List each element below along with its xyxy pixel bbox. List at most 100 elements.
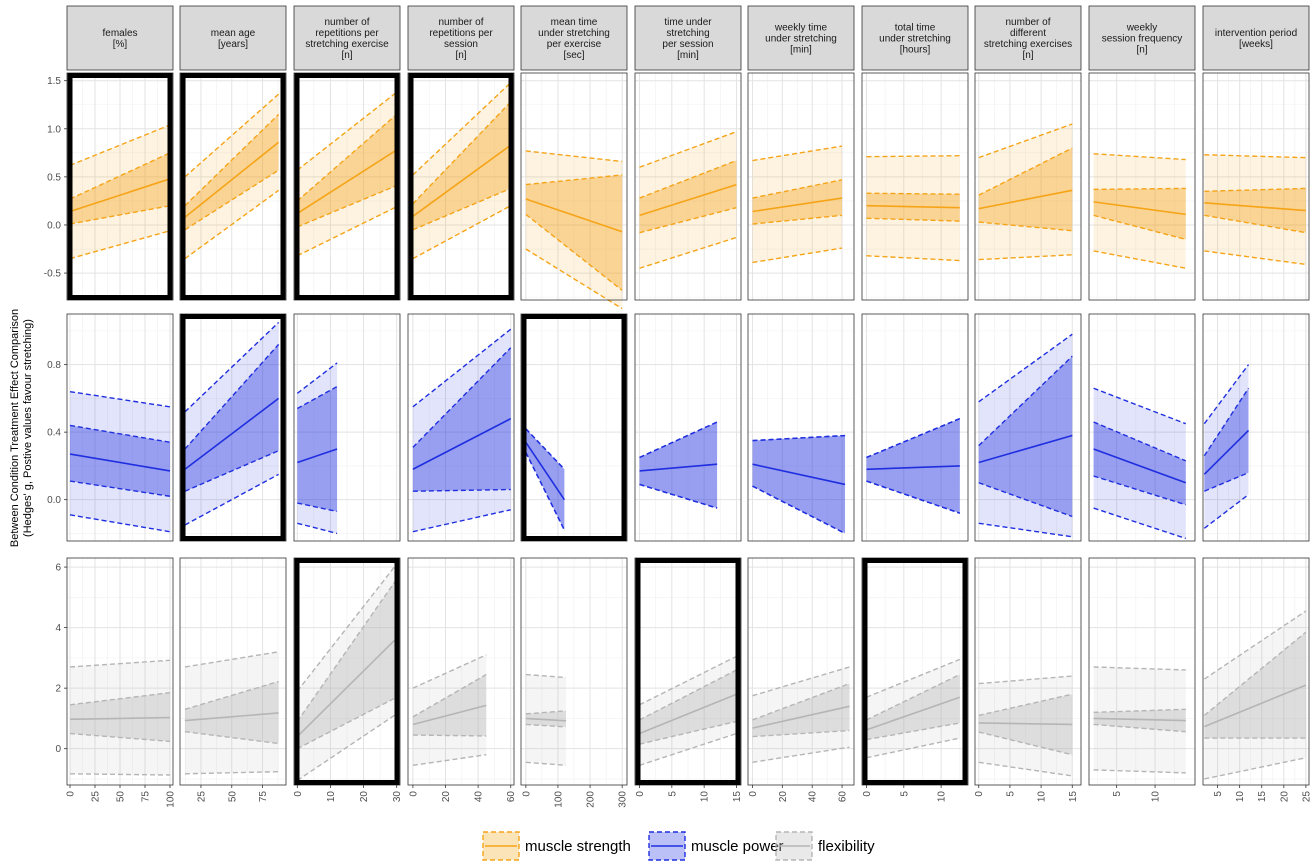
prediction-upper-line [1203,364,1250,425]
x-axis-col-0: 0 25 50 75 100 [66,785,177,808]
y-axis-layer: -0.5 0.0 0.5 1.0 1.5 0.0 0.4 0.8 0 2 4 6 [44,76,67,755]
confidence-lower-line [184,169,279,231]
prediction-interval-band [866,659,960,758]
grid [180,314,286,541]
prediction-upper-line [525,150,623,163]
prediction-lower-line [525,761,567,767]
confidence-lower-line [978,731,1073,756]
panel-border [1202,313,1310,542]
panel-r1-c2 [293,313,401,542]
x-tick-label: 60 [838,791,849,803]
strip-label: under stretching [765,34,837,45]
panel-background [180,73,286,300]
regression-line [69,178,171,213]
x-tick-label: 5 [1213,791,1224,797]
prediction-lower-line [69,514,171,533]
confidence-upper-line [752,179,843,199]
prediction-lower-line [412,205,512,260]
prediction-interval-band [752,435,846,534]
panel-border [861,72,969,301]
regression-line [866,696,961,731]
x-tick-label: 0 [748,791,759,797]
strip-label: [years] [218,39,248,50]
panel-border [520,557,628,786]
grid [67,558,173,785]
prediction-interval-band [1093,153,1186,269]
prediction-interval-band [184,651,279,774]
x-tick-label: 25 [196,791,207,803]
strip-label: under stretching [538,28,610,39]
panel-r0-c7 [861,72,969,301]
regression-line [866,465,960,471]
x-axis-col-3: 0 20 40 60 [408,785,517,802]
confidence-interval-band [978,148,1073,231]
prediction-upper-line [296,362,338,394]
panel-border [747,72,855,301]
confidence-lower-line [297,184,397,228]
confidence-interval-band [70,152,170,225]
panel-r0-c3 [407,72,515,301]
confidence-upper-line [1093,187,1186,191]
prediction-upper-line [184,93,280,178]
prediction-interval-band [412,654,487,766]
regression-line [184,141,280,218]
panel-background [748,558,854,785]
prediction-upper-line [296,563,398,692]
strip-0: females[%] [66,5,174,71]
prediction-lower-line [752,746,850,763]
panel-border [747,313,855,542]
strip-label: [hours] [900,45,931,56]
x-tick-label: 0 [66,791,77,797]
prediction-lower-line [639,732,737,766]
strip-label: weekly [1126,23,1158,34]
panel-background [748,314,854,541]
confidence-upper-line [296,113,398,202]
panel-r1-c9 [1088,313,1196,542]
regression-line [752,197,843,213]
legend-label: muscle power [691,838,784,855]
panel-r2-c9 [1088,557,1196,786]
x-tick-label: 30 [392,791,403,803]
strip-label: total time [895,23,936,34]
confidence-upper-line [1203,387,1250,457]
panel-background [748,73,854,300]
x-tick-label: 10 [700,791,711,803]
confidence-upper-line [525,710,567,715]
prediction-interval-band [978,676,1073,776]
grid [1203,314,1309,541]
significance-highlight-frame [635,558,741,785]
confidence-interval-band [297,386,338,512]
strip-label: different [1010,28,1046,39]
grid [180,558,286,785]
prediction-upper-line [69,124,171,166]
x-tick-label: 5 [667,791,678,797]
panel-r2-c8 [974,557,1082,786]
panel-r2-c7 [861,557,969,786]
y-tick-label: 4 [55,623,61,634]
strip-background [407,5,515,71]
strip-label: females [102,28,137,39]
prediction-upper-line [752,145,843,162]
panel-r1-c7 [861,313,969,542]
strip-background [293,5,401,71]
prediction-upper-line [525,673,567,679]
confidence-interval-band [1093,188,1186,240]
confidence-lower-line [1093,475,1186,506]
panel-r0-c9 [1088,72,1196,301]
prediction-interval-band [297,564,397,781]
prediction-lower-line [525,248,623,310]
confidence-upper-line [412,347,512,448]
prediction-lower-line [1204,757,1307,780]
x-tick-label: 20 [1279,791,1290,803]
confidence-interval-band [70,425,170,497]
grid [1203,558,1309,785]
panel-r0-c1 [179,72,287,301]
confidence-lower-line [752,214,843,225]
confidence-upper-line [69,691,171,706]
confidence-interval-band [70,692,170,742]
regression-line [525,441,566,501]
legend-label: muscle strength [525,838,631,855]
